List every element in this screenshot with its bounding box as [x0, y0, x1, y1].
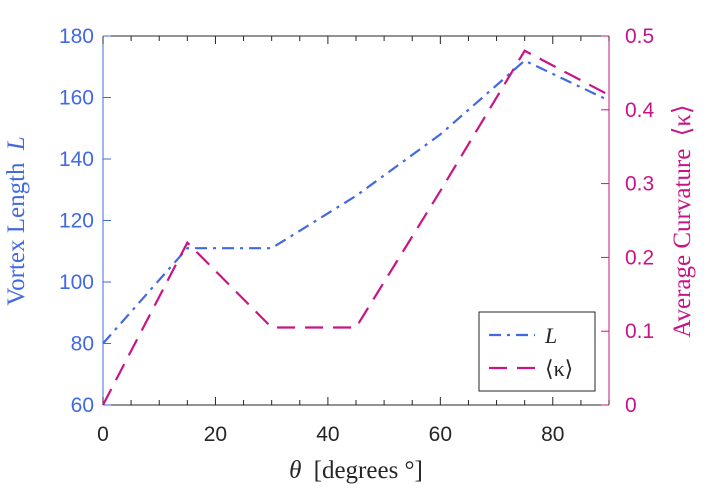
series-line-1	[102, 49, 610, 406]
x-tick-label: 0	[97, 423, 109, 446]
x-tick-label: 80	[541, 423, 564, 446]
legend-box	[478, 311, 596, 392]
y-axis-right-title-text: Average Curvature	[669, 149, 696, 338]
x-tick-label: 20	[204, 423, 227, 446]
legend-label-0: L	[544, 323, 557, 348]
y-right-tick-label: 0.4	[625, 99, 655, 122]
y-left-tick-label: 100	[59, 271, 94, 294]
y-left-tick-label: 180	[59, 25, 94, 48]
y-right-tick-label: 0.5	[625, 25, 654, 48]
y-axis-left-title: Vortex Length L	[3, 136, 30, 305]
legend: L ⟨κ⟩	[478, 311, 596, 392]
y-left-tick-label: 60	[71, 394, 94, 417]
legend-label-1: ⟨κ⟩	[545, 356, 573, 381]
y-left-tick-label: 140	[59, 148, 94, 171]
x-axis-title-symbol: θ	[289, 457, 301, 484]
y-left-tick-label: 160	[59, 87, 94, 110]
x-axis-title: θ [degrees °]	[289, 457, 423, 484]
y-right-tick-label: 0.2	[625, 246, 654, 269]
series-line-0	[102, 59, 610, 345]
y-axis-left-title-symbol: L	[3, 136, 30, 151]
axis-ticks: 0 20 40 60 80 60 80 100 120 140 160 180 0 0.1 0.2 0.3 0.…	[59, 25, 655, 446]
x-axis-title-text: [degrees °]	[314, 457, 423, 484]
x-tick-label: 40	[316, 423, 339, 446]
y-axis-right-title: Average Curvature ⟨κ⟩	[669, 104, 696, 337]
y-axis-left-title-text: Vortex Length	[3, 162, 30, 306]
y-right-tick-label: 0.3	[625, 173, 654, 196]
y-left-tick-label: 80	[71, 333, 94, 356]
y-axis-right-title-symbol: ⟨κ⟩	[669, 104, 696, 136]
y-right-tick-label: 0	[625, 394, 637, 417]
data-series	[102, 49, 610, 406]
y-right-tick-label: 0.1	[625, 320, 654, 343]
axis-titles: θ [degrees °] Vortex Length L Average Cu…	[3, 104, 696, 484]
y-left-tick-label: 120	[59, 210, 94, 233]
x-tick-label: 60	[429, 423, 452, 446]
